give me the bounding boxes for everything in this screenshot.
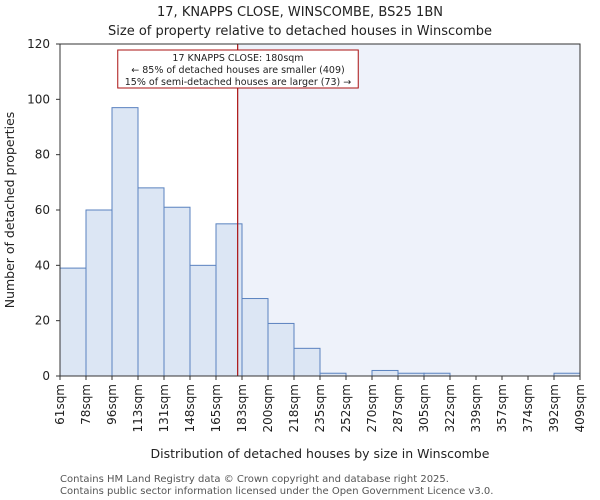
bar-148sqm <box>189 264 217 377</box>
annotation-box <box>117 49 359 89</box>
x-tick-label: 357sqm <box>495 384 509 432</box>
chart-subtitle: Size of property relative to detached ho… <box>108 24 492 39</box>
bar-131sqm <box>163 206 191 377</box>
bar-78sqm <box>85 209 113 377</box>
annotation-line-3: 15% of semi-detached houses are larger (… <box>125 77 352 88</box>
bar-61sqm <box>59 267 87 377</box>
y-tick-label: 100 <box>27 92 50 106</box>
x-tick-label: 322sqm <box>443 384 457 432</box>
footer-line-2: Contains public sector information licen… <box>60 486 493 497</box>
bar-200sqm <box>267 322 295 377</box>
x-axis-label: Distribution of detached houses by size … <box>151 446 490 461</box>
y-tick-label: 60 <box>35 203 50 217</box>
footer-line-1: Contains HM Land Registry data © Crown c… <box>60 474 449 485</box>
x-tick-label: 96sqm <box>105 384 119 425</box>
x-tick-label: 235sqm <box>313 384 327 432</box>
x-tick-label: 165sqm <box>209 384 223 432</box>
x-tick-label: 200sqm <box>261 384 275 432</box>
annotation-line-2: ← 85% of detached houses are smaller (40… <box>131 65 344 76</box>
y-tick-label: 20 <box>35 314 50 328</box>
y-tick-label: 0 <box>42 369 50 383</box>
highlight-region <box>237 44 580 376</box>
bar-218sqm <box>293 347 321 377</box>
y-tick-label: 80 <box>35 148 50 162</box>
x-tick-label: 339sqm <box>469 384 483 432</box>
y-tick-label: 40 <box>35 258 50 272</box>
bar-183sqm <box>241 298 269 377</box>
x-tick-label: 148sqm <box>183 384 197 432</box>
x-tick-label: 392sqm <box>547 384 561 432</box>
x-tick-label: 218sqm <box>287 384 301 432</box>
x-tick-label: 61sqm <box>53 384 67 425</box>
x-ticks-group: 61sqm 78sqm 96sqm 113sqm 131sqm 148sqm 165sqm 1… <box>53 376 587 432</box>
annotation-line-1: 17 KNAPPS CLOSE: 180sqm <box>172 53 303 64</box>
y-ticks-group: 0 20 40 60 80 100 120 <box>27 37 60 383</box>
x-tick-label: 287sqm <box>391 384 405 432</box>
x-tick-label: 78sqm <box>79 384 93 425</box>
bars-group <box>59 107 581 377</box>
x-tick-label: 374sqm <box>521 384 535 432</box>
bar-113sqm <box>137 187 165 377</box>
x-tick-label: 183sqm <box>235 384 249 432</box>
chart-title: 17, KNAPPS CLOSE, WINSCOMBE, BS25 1BN <box>157 5 443 20</box>
x-tick-label: 409sqm <box>573 384 587 432</box>
y-tick-label: 120 <box>27 37 50 51</box>
y-axis-label: Number of detached properties <box>2 112 17 309</box>
x-tick-label: 305sqm <box>417 384 431 432</box>
x-tick-label: 252sqm <box>339 384 353 432</box>
x-tick-label: 131sqm <box>157 384 171 432</box>
bar-96sqm <box>111 107 139 377</box>
x-tick-label: 270sqm <box>365 384 379 432</box>
x-tick-label: 113sqm <box>131 384 145 432</box>
bar-270sqm <box>371 369 399 377</box>
